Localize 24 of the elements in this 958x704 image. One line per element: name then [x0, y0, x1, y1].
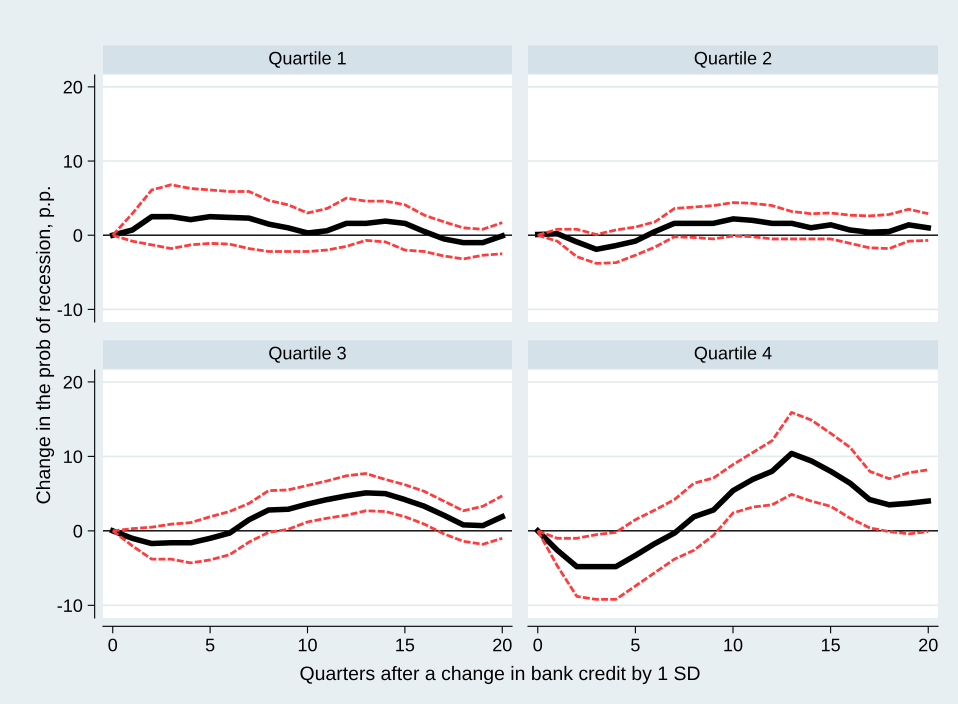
chart-title: Quartile 2	[694, 51, 772, 68]
x-tick-label: 20	[493, 638, 512, 652]
y-axis-title: Change in the prob of recession, p.p.	[36, 187, 54, 504]
x-tick-label: 20	[919, 638, 938, 652]
chart-title: Quartile 1	[269, 51, 346, 68]
y-tick-label: 10	[64, 154, 82, 168]
x-tick-label: 15	[822, 638, 840, 652]
x-tick-label: 5	[206, 638, 214, 652]
y-tick-label: 10	[64, 450, 82, 464]
y-tick-label: -10	[58, 303, 82, 316]
chart-title: Quartile 3	[269, 346, 346, 363]
x-tick-label: 0	[533, 638, 542, 652]
y-tick-label: 20	[64, 80, 82, 94]
y-tick-label: -10	[58, 599, 82, 612]
x-tick-label: 5	[631, 638, 640, 652]
x-tick-label: 10	[298, 638, 317, 652]
y-tick-label: 0	[74, 229, 82, 242]
y-tick-label: 0	[74, 524, 82, 538]
x-tick-label: 10	[724, 638, 742, 652]
chart-title: Quartile 4	[694, 346, 772, 363]
y-tick-label: 20	[64, 376, 82, 389]
x-tick-label: 15	[396, 638, 414, 652]
x-axis-title: Quarters after a change in bank credit by 1 SD	[300, 666, 700, 684]
x-tick-label: 0	[108, 638, 118, 652]
